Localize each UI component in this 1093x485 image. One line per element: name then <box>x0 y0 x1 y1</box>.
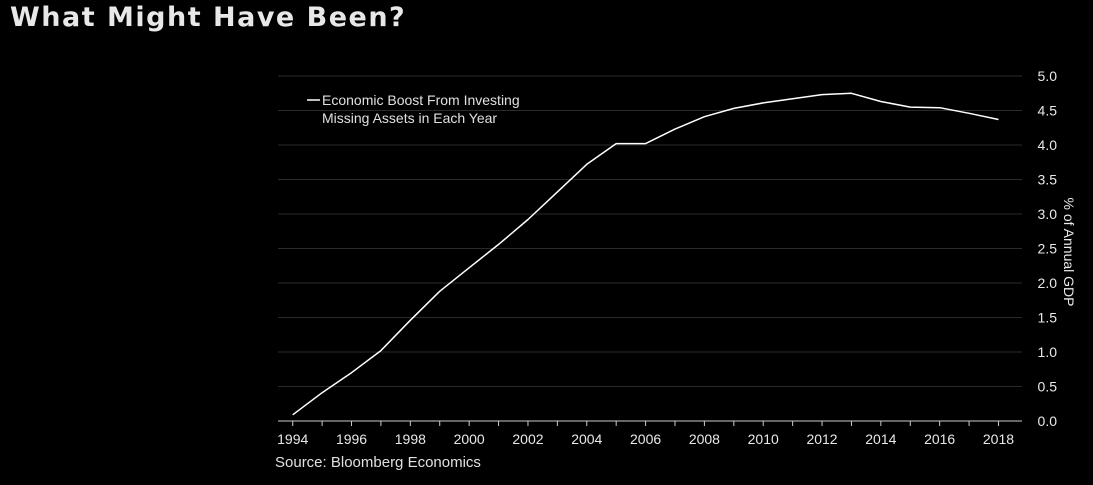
y-tick-label: 2.5 <box>1038 241 1058 257</box>
x-tick-label: 2006 <box>630 431 661 447</box>
x-tick-label: 2008 <box>689 431 720 447</box>
y-tick-label: 3.5 <box>1038 172 1058 188</box>
x-tick-label: 2018 <box>983 431 1014 447</box>
series-line <box>292 92 999 416</box>
y-tick-label: 0.0 <box>1038 413 1058 429</box>
x-tick-label: 2004 <box>571 431 602 447</box>
y-tick-label: 0.5 <box>1038 379 1058 395</box>
x-tick-label: 1996 <box>336 431 367 447</box>
source-note: Source: Bloomberg Economics <box>275 454 481 471</box>
x-axis: 1994 1996 1998 2000 2002 2004 2006 2008 2010 2012… <box>277 420 1022 447</box>
x-tick-label: 2002 <box>512 431 543 447</box>
y-tick-label: 1.5 <box>1038 310 1058 326</box>
x-tick-label: 2014 <box>865 431 896 447</box>
gridlines <box>278 75 1022 387</box>
x-tick-label: 2016 <box>924 431 955 447</box>
legend-entry-line-2: Missing Assets in Each Year <box>322 110 497 126</box>
y-tick-label: 1.0 <box>1038 344 1058 360</box>
series-layer <box>292 92 999 416</box>
x-tick-label: 2010 <box>748 431 779 447</box>
y-tick-label: 2.0 <box>1038 275 1058 291</box>
x-tick-label: 2000 <box>454 431 485 447</box>
y-tick-label: 5.0 <box>1038 68 1058 84</box>
x-tick-label: 1994 <box>277 431 308 447</box>
y-tick-label: 3.0 <box>1038 206 1058 222</box>
y-axis-title: % of Annual GDP <box>1061 198 1077 307</box>
x-tick-label: 1998 <box>395 431 426 447</box>
legend: Economic Boost From Investing Missing As… <box>307 92 520 126</box>
chart-title: What Might Have Been? <box>10 2 407 33</box>
y-tick-label: 4.0 <box>1038 137 1058 153</box>
x-tick-label: 2012 <box>806 431 837 447</box>
y-tick-label: 4.5 <box>1038 103 1058 119</box>
y-axis: 0.0 0.5 1.0 1.5 2.0 2.5 3.0 3.5 4.0 4.5 5.0 <box>1038 68 1058 429</box>
legend-entry-line-1: Economic Boost From Investing <box>322 92 520 108</box>
